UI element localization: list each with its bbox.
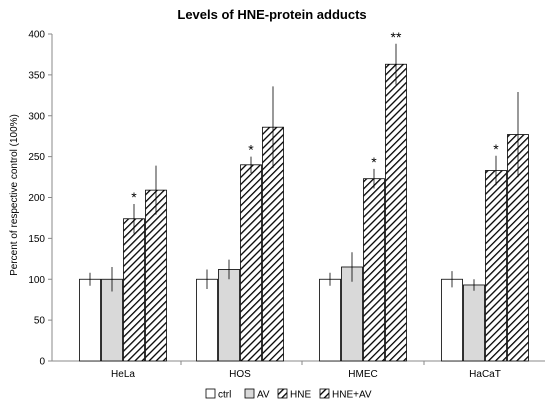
y-tick-label: 50	[34, 316, 46, 327]
y-tick-label: 200	[28, 193, 45, 204]
x-tick-label: HOS	[229, 369, 251, 380]
bar	[363, 178, 385, 362]
legend-swatch	[244, 388, 255, 399]
bar	[123, 218, 145, 362]
chart-title: Levels of HNE-protein adducts	[177, 7, 366, 22]
bar	[319, 278, 341, 362]
significance-mark: **	[391, 29, 402, 45]
bar	[196, 278, 218, 362]
bar	[79, 278, 101, 362]
bar	[463, 284, 485, 362]
significance-mark: *	[371, 154, 377, 170]
y-tick-label: 150	[28, 234, 45, 245]
x-tick-label: HMEC	[348, 369, 377, 380]
y-axis-label: Percent of respective control (100%)	[9, 114, 20, 276]
legend-swatch	[319, 388, 330, 399]
legend-label: HNE	[290, 390, 311, 401]
y-tick-label: 0	[39, 357, 45, 368]
y-tick-label: 250	[28, 152, 45, 163]
legend-label: ctrl	[218, 390, 231, 401]
bar	[441, 278, 463, 362]
y-tick-label: 100	[28, 275, 45, 286]
legend-label: HNE+AV	[332, 390, 372, 401]
legend-swatch	[205, 388, 216, 399]
significance-mark: *	[248, 142, 254, 158]
bar	[385, 63, 407, 362]
y-tick-label: 400	[28, 30, 45, 41]
legend: ctrl AV HNE HNE+AV	[205, 388, 372, 401]
bar	[218, 269, 240, 362]
y-tick-label: 350	[28, 70, 45, 81]
legend-label: AV	[257, 390, 270, 401]
bar	[485, 170, 507, 362]
significance-mark: *	[493, 141, 499, 157]
x-tick-label: HaCaT	[469, 369, 501, 380]
bar	[145, 189, 167, 362]
bar	[240, 164, 262, 362]
x-tick-label: HeLa	[111, 369, 135, 380]
y-tick-label: 300	[28, 111, 45, 122]
legend-swatch	[277, 388, 288, 399]
significance-mark: *	[131, 189, 137, 205]
